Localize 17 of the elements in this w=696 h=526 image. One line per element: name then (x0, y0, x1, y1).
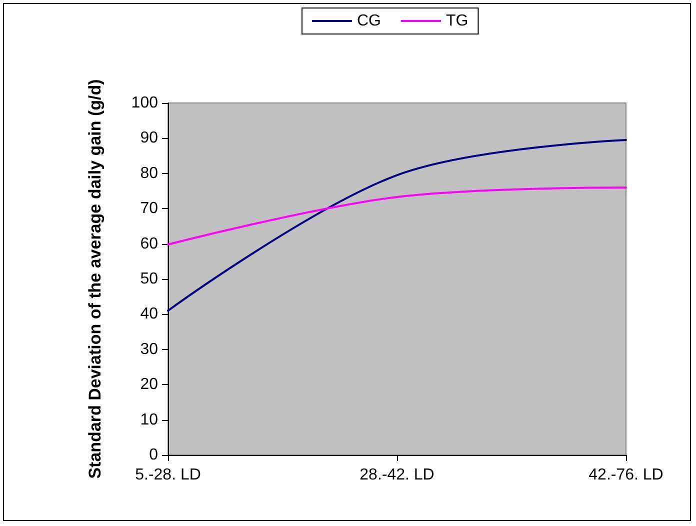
y-tick-label: 10 (140, 411, 158, 428)
y-tick-label: 40 (140, 306, 158, 323)
y-tick-label: 100 (131, 94, 158, 112)
y-tick-label: 90 (140, 130, 158, 147)
legend-label: TG (446, 12, 468, 30)
y-tick-label: 80 (140, 164, 158, 182)
legend-label: CG (357, 12, 381, 30)
y-tick-label: 0 (149, 446, 158, 464)
x-tick-label: 28.-42. LD (360, 466, 434, 484)
y-tick-label: 60 (140, 235, 158, 252)
y-tick-label: 20 (140, 376, 158, 394)
y-axis-title: Standard Deviation of the average daily gain (g/d) (86, 79, 104, 479)
y-tick-label: 30 (140, 340, 158, 358)
x-tick-label: 42.-76. LD (588, 466, 664, 484)
y-tick-label: 50 (140, 270, 158, 288)
x-tick-label: 5.-28. LD (135, 466, 201, 484)
y-tick-label: 70 (140, 200, 158, 218)
